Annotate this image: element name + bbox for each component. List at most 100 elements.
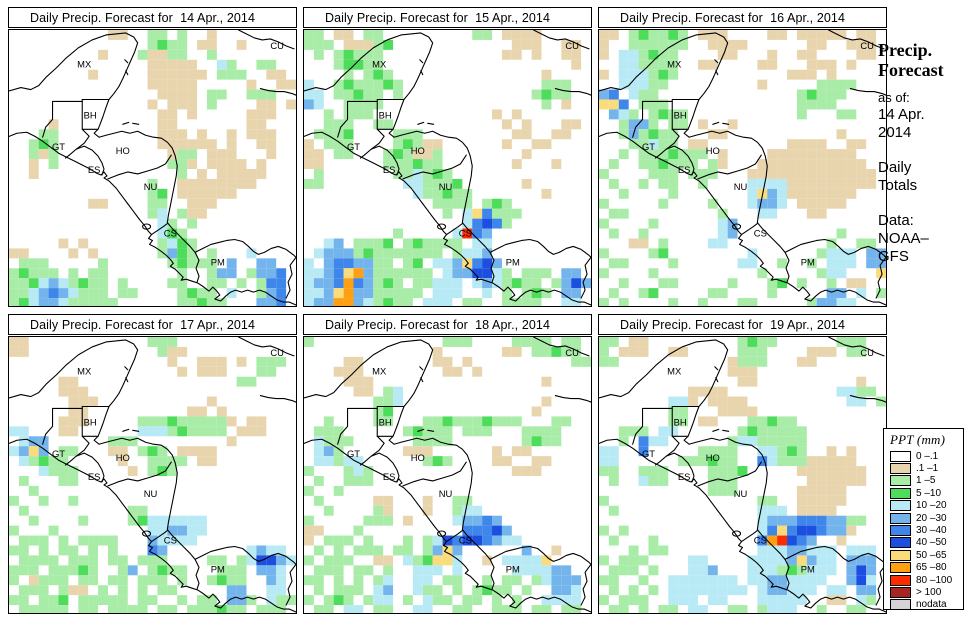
precip-cell (383, 278, 394, 289)
precip-cell (304, 278, 314, 289)
precip-cell (608, 288, 619, 299)
precip-cell (137, 515, 148, 526)
precip-cell (117, 446, 128, 457)
precip-cell (333, 49, 344, 60)
precip-cell (206, 396, 217, 407)
precip-cell (187, 248, 198, 259)
precip-cell (796, 466, 807, 476)
precip-cell (383, 238, 394, 249)
precip-cell (511, 298, 522, 306)
precip-cell (127, 565, 138, 576)
precip-cell (157, 565, 168, 576)
precip-cell (147, 595, 158, 606)
data-source: GFS (878, 248, 909, 265)
precip-cell (177, 535, 188, 546)
precip-cell (638, 605, 649, 613)
precip-cell (638, 119, 649, 130)
precip-cell (246, 248, 257, 259)
precip-cell (856, 30, 867, 40)
precip-cell (266, 595, 277, 606)
precip-cell (856, 386, 867, 397)
precip-cell (343, 555, 354, 566)
precip-cell (767, 555, 778, 566)
precip-cell (68, 495, 79, 506)
precip-cell (432, 288, 443, 299)
precip-cell (727, 39, 738, 50)
country-label-bh: BH (84, 109, 97, 120)
precip-cell (353, 258, 364, 269)
precip-cell (167, 218, 178, 229)
precip-cell (482, 555, 493, 566)
precip-cell (668, 129, 679, 140)
precip-cell (638, 228, 649, 239)
precip-cell (38, 585, 49, 596)
precip-cell (206, 268, 217, 279)
precip-cell (246, 426, 257, 437)
precip-cell (167, 99, 178, 110)
precip-cell (541, 188, 552, 199)
country-label-nu: NU (144, 488, 158, 499)
precip-cell (78, 575, 89, 586)
legend-label: 80 –100 (916, 574, 953, 586)
precip-cell (422, 505, 433, 516)
precip-cell (638, 69, 649, 80)
precip-cell (393, 248, 403, 259)
precip-cell (373, 258, 384, 269)
precip-cell (177, 208, 188, 219)
precip-cell (187, 446, 198, 457)
precip-cell (442, 426, 453, 437)
precip-cell (668, 188, 679, 199)
precip-cell (618, 79, 629, 90)
precip-cell (177, 149, 188, 160)
precip-cell (707, 485, 718, 496)
precip-cell (276, 565, 287, 576)
precip-cell (442, 298, 453, 306)
precip-cell (551, 545, 562, 556)
precip-cell (806, 149, 817, 160)
precip-cell (363, 515, 374, 526)
precip-cell (18, 585, 29, 596)
precip-cell (286, 595, 296, 606)
precip-cell (9, 346, 19, 357)
precip-cell (363, 39, 374, 50)
precip-cell (157, 426, 168, 437)
precip-cell (452, 416, 463, 427)
precip-cell (393, 79, 403, 90)
precip-cell (442, 288, 453, 299)
precip-cell (167, 535, 178, 546)
precip-cell (472, 278, 483, 289)
forecast-panel-18-apr: Daily Precip. Forecast for 18 Apr., 2014… (303, 314, 592, 614)
precip-cell (836, 585, 847, 596)
precip-cell (648, 99, 659, 110)
precip-cell (571, 356, 582, 367)
precip-cell (333, 278, 344, 289)
precip-cell (98, 49, 108, 60)
legend-swatch (890, 450, 911, 462)
precip-cell (648, 129, 659, 140)
precip-cell (236, 159, 247, 169)
precip-cell (806, 59, 817, 70)
precip-cell (38, 258, 49, 269)
precip-cell (551, 585, 562, 596)
precip-cell (48, 288, 59, 299)
precip-cell (707, 238, 718, 249)
precip-cell (412, 149, 423, 160)
precip-cell (856, 159, 867, 169)
precip-cell (678, 159, 689, 169)
precip-cell (717, 585, 728, 596)
precip-cell (157, 605, 168, 613)
precip-cell (531, 89, 542, 100)
precip-cell (599, 337, 609, 347)
country-label-es: ES (383, 471, 396, 482)
precip-cell (246, 545, 257, 556)
precip-cell (304, 79, 314, 90)
country-label-mx: MX (667, 59, 682, 70)
precip-cell (688, 149, 698, 160)
precip-cell (304, 159, 314, 169)
precip-cell (58, 426, 69, 437)
precip-cell (157, 466, 168, 476)
forecast-panel-17-apr: Daily Precip. Forecast for 17 Apr., 2014… (8, 314, 297, 614)
precip-cell (816, 268, 827, 279)
precip-cell (608, 30, 619, 40)
precip-cell (501, 218, 512, 229)
